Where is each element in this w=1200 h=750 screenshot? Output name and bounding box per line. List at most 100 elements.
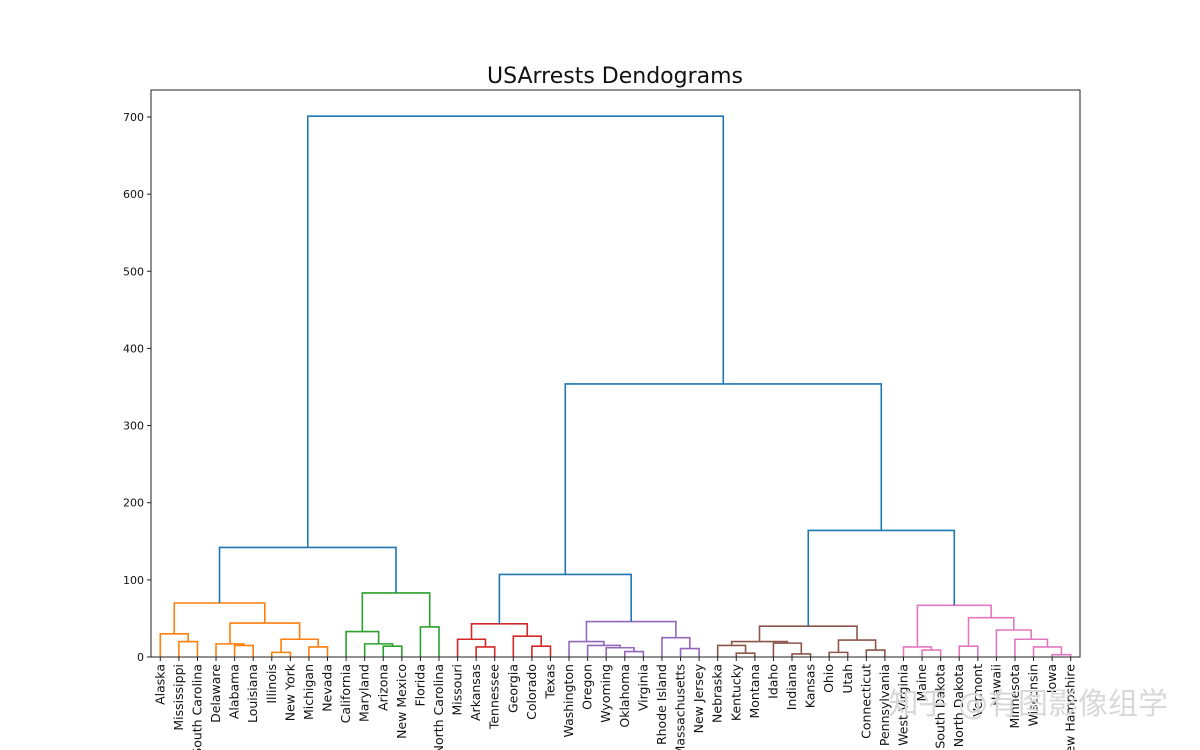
leaf-label: Alabama xyxy=(227,664,242,719)
leaf-label: Iowa xyxy=(1044,664,1059,693)
leaf-label: Maryland xyxy=(357,664,372,722)
leaf-label: Michigan xyxy=(301,664,316,720)
dendrogram-link xyxy=(382,645,403,657)
leaf-label: Alaska xyxy=(152,664,167,705)
plot-frame xyxy=(150,89,1081,658)
leaf-label: Idaho xyxy=(765,664,780,699)
dendrogram-link xyxy=(1051,653,1072,657)
leaf-label: Wyoming xyxy=(598,664,613,723)
dendrogram-link xyxy=(363,643,394,657)
leaf-label: Florida xyxy=(412,664,427,707)
dendrogram-link xyxy=(178,640,199,657)
leaf-label: Rhode Island xyxy=(654,664,669,745)
dendrogram-link xyxy=(958,645,979,657)
leaf-label: Nevada xyxy=(320,664,335,712)
leaf-label: West Virginia xyxy=(895,664,910,746)
leaf-label: New Mexico xyxy=(394,664,409,739)
dendrogram-link xyxy=(679,647,700,657)
dendrogram-links xyxy=(159,115,1072,657)
leaf-label: Oregon xyxy=(580,664,595,710)
dendrogram-link xyxy=(837,639,877,653)
dendrogram-link xyxy=(361,592,431,632)
dendrogram-link xyxy=(772,642,803,657)
leaf-label: California xyxy=(338,664,353,723)
dendrogram-link xyxy=(828,651,849,657)
leaf-label: Kansas xyxy=(803,664,818,708)
leaf-label: Kentucky xyxy=(728,663,743,721)
dendrogram-link xyxy=(758,625,858,642)
leaf-label: Missouri xyxy=(450,664,465,715)
dendrogram-link xyxy=(564,383,883,575)
dendrogram-link xyxy=(916,604,992,647)
leaf-label: Louisiana xyxy=(245,664,260,723)
dendrogram-link xyxy=(1014,638,1049,657)
dendrogram-link xyxy=(995,629,1033,657)
leaf-label: New Jersey xyxy=(691,663,706,733)
dendrogram-link xyxy=(280,638,320,653)
dendrogram-link xyxy=(456,638,487,657)
leaf-label: Delaware xyxy=(208,664,223,723)
dendrogram-link xyxy=(1032,646,1063,657)
dendrogram-link xyxy=(215,643,245,657)
leaf-label: Texas xyxy=(542,664,557,700)
leaf-label: Minnesota xyxy=(1007,664,1022,729)
y-tick-label: 200 xyxy=(123,497,144,510)
leaf-label: Pennsylvania xyxy=(877,664,892,746)
leaf-label: Arizona xyxy=(375,664,390,711)
dendrogram-link xyxy=(586,644,621,657)
dendrogram-link xyxy=(345,630,380,657)
chart-title: USArrests Dendograms xyxy=(487,64,743,89)
leaf-label: Oklahoma xyxy=(617,664,632,728)
dendrogram-link xyxy=(568,640,605,657)
leaf-label: Colorado xyxy=(524,664,539,720)
y-tick-label: 0 xyxy=(137,651,144,664)
leaf-label: Utah xyxy=(840,664,855,694)
leaf-label: Connecticut xyxy=(858,664,873,739)
leaf-label: Vermont xyxy=(970,664,985,717)
dendrogram-link xyxy=(173,602,266,634)
y-tick-label: 400 xyxy=(123,342,144,355)
dendrogram-link xyxy=(735,652,756,657)
dendrogram-link xyxy=(921,649,942,657)
dendrogram-link xyxy=(419,626,440,657)
leaf-label: Ohio xyxy=(821,664,836,693)
y-tick-label: 500 xyxy=(123,265,144,278)
dendrogram-link xyxy=(716,644,747,657)
dendrogram-link xyxy=(661,636,691,657)
leaf-label: Wisconsin xyxy=(1026,664,1041,726)
dendrogram-link xyxy=(807,529,956,627)
y-tick-label: 300 xyxy=(123,420,144,433)
dendrogram-link xyxy=(902,646,933,657)
leaf-label: New Hampshire xyxy=(1063,664,1078,750)
leaf-label: Hawaii xyxy=(988,664,1003,706)
dendrogram-link xyxy=(159,633,189,657)
leaf-label: South Dakota xyxy=(933,664,948,749)
watermark: 知乎 @有图影像组学 xyxy=(888,687,1168,722)
leaf-label: Illinois xyxy=(264,664,279,704)
dendrogram-link xyxy=(270,651,292,657)
leaf-label: Tennessee xyxy=(487,664,502,730)
leaf-label: Virginia xyxy=(635,664,650,711)
dendrogram-link xyxy=(308,646,329,657)
leaf-label: Indiana xyxy=(784,664,799,710)
leaf-label: Maine xyxy=(914,664,929,702)
leaf-label: Mississippi xyxy=(171,664,186,731)
leaf-label: Washington xyxy=(561,664,576,737)
leaf-label: Nebraska xyxy=(710,664,725,723)
leaf-label: Montana xyxy=(747,664,762,719)
dendrogram-link xyxy=(218,546,397,603)
dendrogram-link xyxy=(229,622,301,644)
dendrogram-link xyxy=(306,115,725,548)
y-axis: 0 100 200 300 400 500 600 700 xyxy=(123,111,151,664)
dendrogram-link xyxy=(470,623,529,640)
dendrogram-link xyxy=(475,646,496,657)
leaf-label: Georgia xyxy=(505,664,520,713)
dendrogram-link xyxy=(233,644,254,657)
y-tick-label: 600 xyxy=(123,188,144,201)
leaf-label: South Carolina xyxy=(189,664,204,750)
dendrogram-link xyxy=(498,573,632,624)
y-tick-label: 100 xyxy=(123,574,144,587)
y-tick-label: 700 xyxy=(123,111,144,124)
x-axis: Alaska Mississippi South Carolina Delaware A… xyxy=(152,657,1078,750)
